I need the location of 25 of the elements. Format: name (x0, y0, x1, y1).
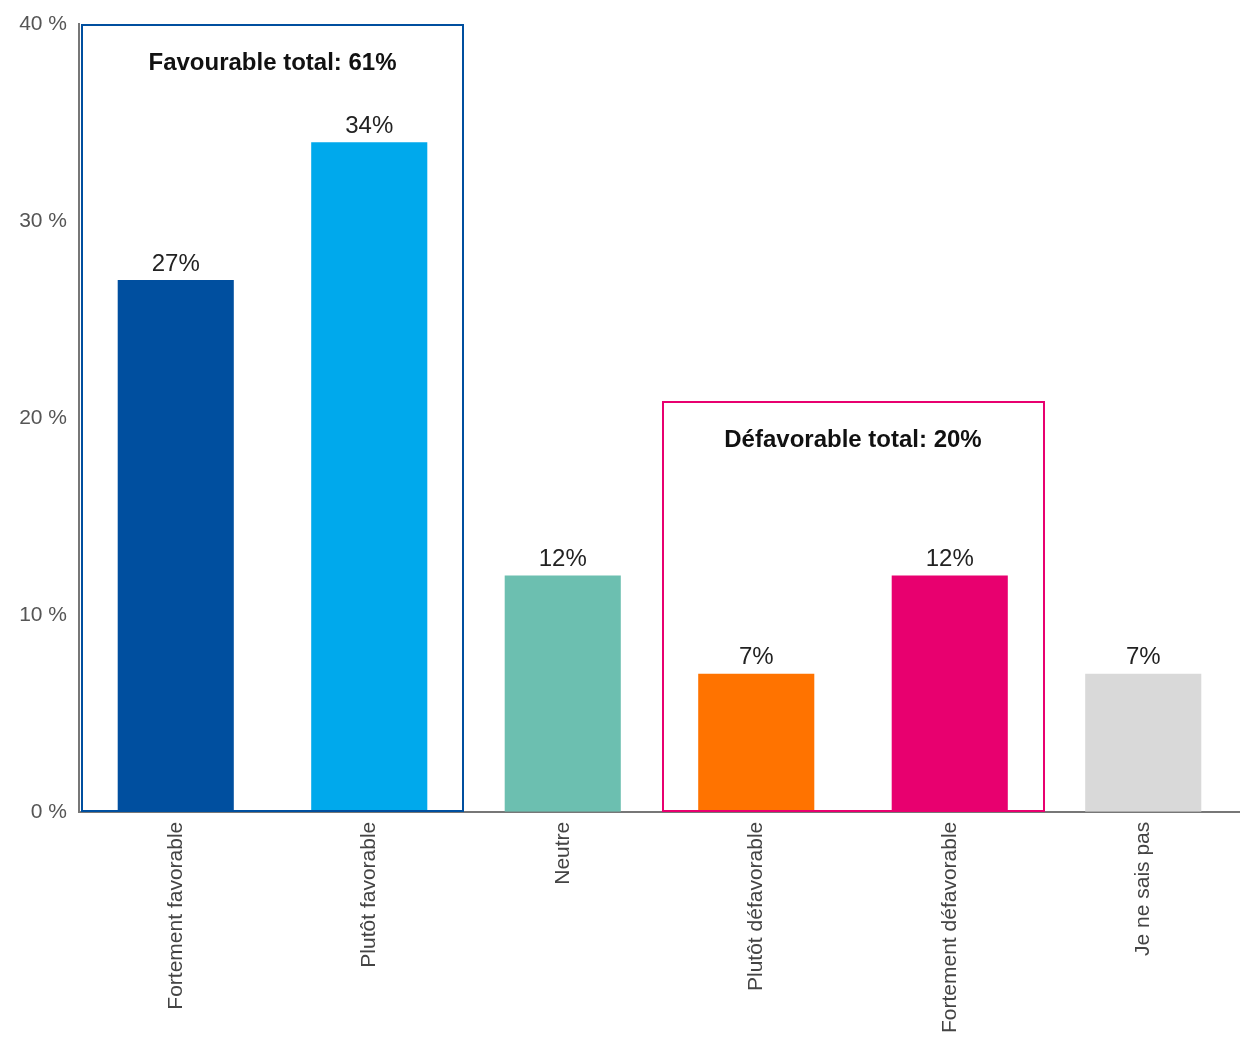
x-tick-label: Fortement favorable (162, 821, 186, 1010)
bar (117, 280, 234, 812)
data-label: 27% (151, 248, 200, 276)
data-label: 7% (738, 642, 774, 670)
bar (311, 142, 428, 812)
annotation: Favourable total: 61% (147, 48, 398, 76)
x-tick-label: Plutôt défavorable (743, 821, 767, 992)
bar (698, 673, 815, 812)
bar (504, 575, 621, 812)
data-label: 12% (538, 544, 587, 572)
y-tick-label: 30 % (19, 207, 67, 231)
x-tick-label: Plutôt favorable (356, 821, 380, 968)
y-tick-label: 0 % (30, 798, 67, 822)
y-tick-label: 40 % (19, 10, 67, 34)
bar (891, 575, 1008, 812)
data-label: 12% (925, 544, 974, 572)
x-tick-label: Je ne sais pas (1130, 821, 1154, 956)
y-tick-label: 10 % (19, 601, 67, 625)
data-label: 7% (1125, 642, 1161, 670)
data-label: 34% (345, 110, 394, 138)
x-tick-label: Fortement défavorable (936, 821, 960, 1034)
annotation: Défavorable total: 20% (723, 425, 983, 454)
y-tick-label: 20 % (19, 404, 67, 428)
x-tick-label: Neutre (549, 821, 573, 885)
bar (1085, 673, 1202, 812)
